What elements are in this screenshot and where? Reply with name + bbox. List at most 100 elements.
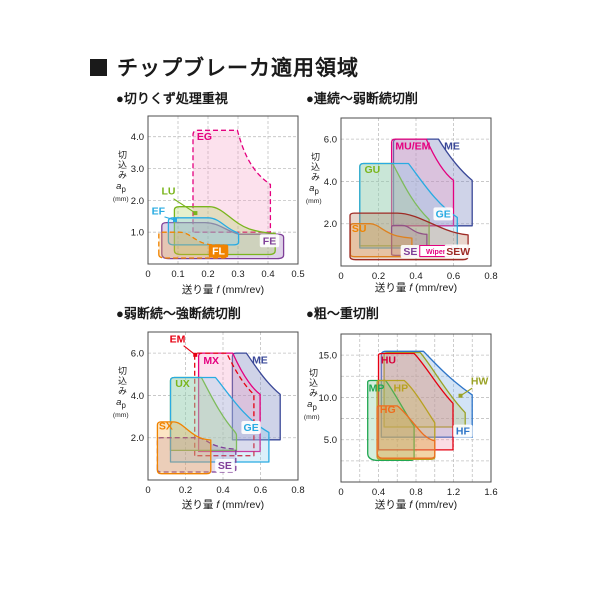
y-axis-label-chart4: 切込み ap (mm) (304, 368, 320, 421)
label-bg-SEW (444, 244, 472, 259)
x-tick-label: 1.6 (484, 487, 497, 498)
plot-frame (147, 331, 299, 481)
y-tick-label: 4.0 (324, 177, 337, 188)
y-tick-label: 4.0 (131, 391, 144, 402)
label-bg-GE (433, 207, 453, 221)
panel-title-chip-control: ●切りくず処理重視 (116, 91, 228, 106)
callout-dot-EM (193, 352, 198, 357)
label-bg-HF (453, 424, 473, 438)
wiper-badge-text: Wiper (426, 249, 446, 256)
y-tick-label: 6.0 (324, 135, 337, 146)
region-label-EG: EG (197, 131, 212, 143)
label-bg-SE (215, 459, 235, 473)
x-tick-label: 0.4 (261, 269, 274, 280)
plot-frame (340, 117, 492, 267)
x-axis-label-chart3: 送り量 f (mm/rev) (181, 499, 265, 511)
region-label-SE: SE (403, 246, 417, 258)
y-axis-label-chart2: 切込み ap (mm) (306, 152, 322, 205)
x-axis-label-chart2: 送り量 f (mm/rev) (374, 282, 458, 294)
x-tick-label: 0.1 (171, 269, 184, 280)
x-tick-label: 0.4 (216, 485, 229, 496)
region-label-MP: MP (369, 383, 385, 395)
x-tick-label: 0.5 (291, 269, 304, 280)
region-label-MX: MX (203, 355, 219, 367)
region-ME (392, 138, 473, 227)
x-tick-label: 0 (145, 485, 150, 496)
region-label-HU: HU (381, 355, 396, 367)
region-label-HG: HG (380, 404, 396, 416)
x-axis-label-chart1: 送り量 f (mm/rev) (181, 284, 265, 296)
y-tick-label: 4.0 (131, 132, 144, 143)
region-label-GE: GE (244, 422, 259, 434)
page-title: チップブレーカ適用領域 (90, 52, 359, 82)
region-label-HF: HF (456, 426, 471, 438)
x-tick-label: 0.3 (231, 269, 244, 280)
y-tick-label: 15.0 (319, 351, 338, 362)
label-bg-SE (400, 245, 421, 259)
label-bg-GE (241, 420, 261, 434)
chart-heavy-cutting: HF HW HU MP HP HG 0 0.4 0.8 1.2 1.6 5.0 10.0 15.0 (319, 333, 498, 498)
region-label-ME: ME (252, 355, 268, 367)
chart-interrupted-cutting: ME MX EM UX GE SE SX 0 0.2 0.4 0.6 0.8 2.0 4.0 6.0 (131, 331, 305, 496)
plot-frame (340, 333, 492, 483)
region-LU (173, 206, 276, 256)
page-title-text: チップブレーカ適用領域 (117, 57, 359, 80)
panel-title-continuous-cutting: ●連続〜弱断続切削 (306, 91, 418, 106)
x-tick-label: 0 (338, 271, 343, 282)
region-label-MU-EM: MU/EM (395, 141, 430, 153)
region-label-SX: SX (159, 421, 173, 433)
region-label-GU: GU (364, 164, 380, 176)
x-tick-label: 0.2 (201, 269, 214, 280)
region-label-FL: FL (212, 245, 225, 257)
region-HP (376, 379, 436, 460)
y-axis-label-chart3: 切込み ap (mm) (113, 366, 129, 419)
x-tick-label: 0 (338, 487, 343, 498)
y-tick-label: 2.0 (324, 219, 337, 230)
x-tick-label: 0.8 (291, 485, 304, 496)
region-label-SE: SE (218, 460, 232, 472)
plot-frame (147, 115, 299, 265)
y-tick-label: 1.0 (131, 228, 144, 239)
region-label-ME: ME (444, 141, 460, 153)
x-tick-label: 0.8 (484, 271, 497, 282)
callout-dot-HW (458, 393, 463, 398)
region-SU (349, 223, 413, 258)
x-tick-label: 0.4 (409, 271, 422, 282)
x-axis-label-chart4: 送り量 f (mm/rev) (374, 499, 458, 511)
region-label-SU: SU (352, 223, 367, 235)
panel-title-heavy-cutting: ●粗〜重切削 (306, 306, 379, 321)
region-label-EM: EM (170, 334, 186, 346)
region-label-FE: FE (263, 235, 276, 247)
x-tick-label: 0.4 (372, 487, 385, 498)
callout-dot-LU (193, 211, 198, 216)
y-tick-label: 6.0 (131, 349, 144, 360)
region-label-UX: UX (175, 378, 190, 390)
label-bg-FL (208, 244, 229, 258)
y-tick-label: 2.0 (131, 196, 144, 207)
region-label-SEW: SEW (446, 246, 470, 258)
x-tick-label: 1.2 (447, 487, 460, 498)
region-label-HW: HW (471, 376, 489, 388)
region-label-GE: GE (436, 208, 451, 220)
y-tick-label: 2.0 (131, 433, 144, 444)
callout-line-LU (173, 198, 196, 214)
y-axis-label-chart1: 切込み ap (mm) (113, 150, 129, 203)
region-EF (167, 217, 240, 246)
chart-chip-control: EG FE LU EF FL 0 0.1 0.2 0.3 0.4 0.5 1.0 2.0 3.0 4.0 (131, 115, 305, 280)
callout-dot-EF (173, 218, 177, 223)
chart-continuous-cutting: ME MU/EM GU GE SE SU Wiper SEW 0 0.2 0.4 0.6 0.8 2.0 4… (324, 117, 498, 282)
region-MP (367, 379, 415, 462)
label-bg-FE (259, 234, 280, 248)
region-label-EF: EF (152, 205, 166, 217)
region-HG (376, 405, 436, 459)
x-tick-label: 0.2 (372, 271, 385, 282)
y-tick-label: 10.0 (319, 393, 338, 404)
x-tick-label: 0 (145, 269, 150, 280)
x-tick-label: 0.6 (447, 271, 460, 282)
x-tick-label: 0.6 (254, 485, 267, 496)
region-label-LU: LU (162, 186, 176, 198)
y-tick-label: 5.0 (324, 435, 337, 446)
panel-title-interrupted-cutting: ●弱断続〜強断続切削 (116, 306, 241, 321)
title-square-icon (90, 58, 107, 76)
x-tick-label: 0.2 (179, 485, 192, 496)
